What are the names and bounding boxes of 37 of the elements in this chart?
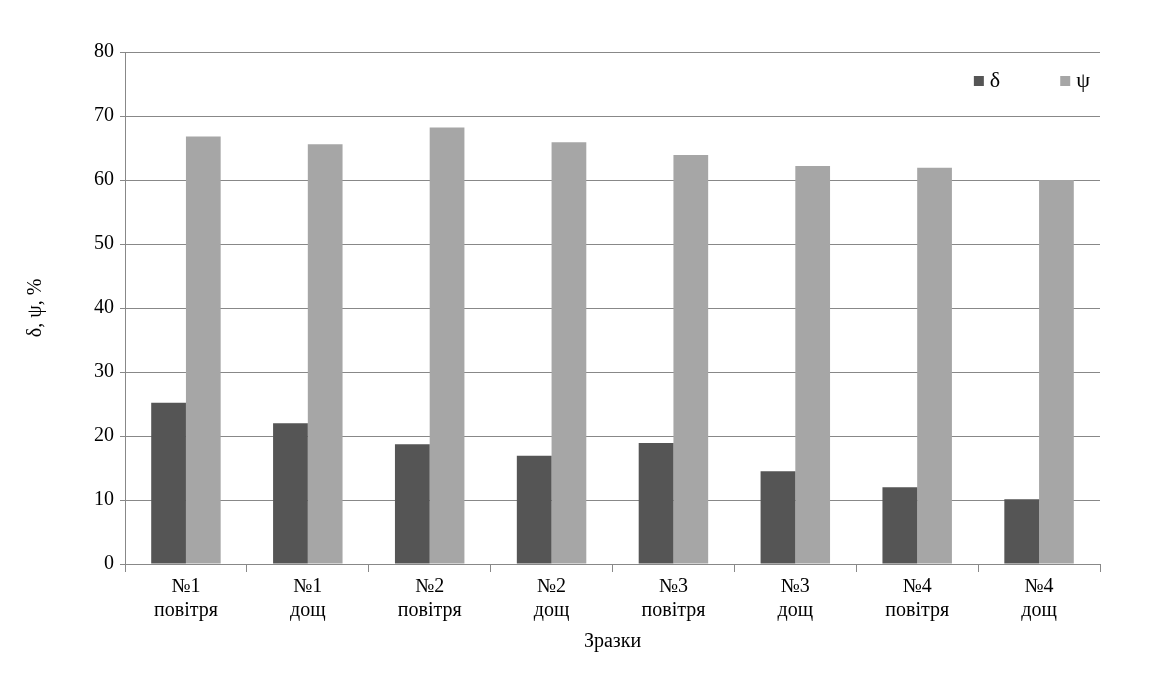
bar <box>394 444 430 564</box>
x-tick-label: №1 повітря <box>153 574 218 622</box>
y-tick-label: 20 <box>94 423 114 446</box>
legend-label: ψ <box>1076 66 1091 92</box>
y-tick-label: 10 <box>94 487 114 510</box>
y-tick-label: 80 <box>94 39 114 62</box>
bar <box>882 487 918 564</box>
bar <box>1004 499 1040 564</box>
bar <box>551 142 587 564</box>
y-tick-label: 70 <box>94 103 114 126</box>
bar <box>516 455 552 564</box>
x-tick-label: №3 повітря <box>641 574 706 622</box>
bar <box>185 136 221 564</box>
x-tick-label: №3 дощ <box>777 574 814 622</box>
x-tick-label: №2 дощ <box>533 574 570 622</box>
bar <box>795 165 831 564</box>
bar <box>917 167 952 564</box>
x-tick-label: №4 повітря <box>885 574 950 622</box>
bar <box>1039 180 1074 564</box>
y-tick-label: 30 <box>94 359 114 382</box>
legend-label: δ <box>989 66 1001 92</box>
x-axis-title: Зразки <box>583 629 642 653</box>
bar <box>429 127 465 564</box>
y-tick-label: 0 <box>104 551 114 574</box>
y-tick-label: 60 <box>94 167 114 190</box>
y-tick-label: 50 <box>94 231 114 254</box>
bar <box>673 155 709 564</box>
bar <box>307 144 343 564</box>
y-tick-label: 40 <box>94 295 114 318</box>
bar <box>760 471 796 564</box>
x-tick-label: №2 повітря <box>397 574 462 622</box>
bar <box>638 443 674 564</box>
y-axis-title: δ, ψ, % <box>23 278 47 338</box>
x-tick-label: №4 дощ <box>1021 574 1057 622</box>
bar <box>273 423 308 564</box>
x-tick-label: №1 дощ <box>290 574 326 622</box>
bar <box>151 402 186 564</box>
